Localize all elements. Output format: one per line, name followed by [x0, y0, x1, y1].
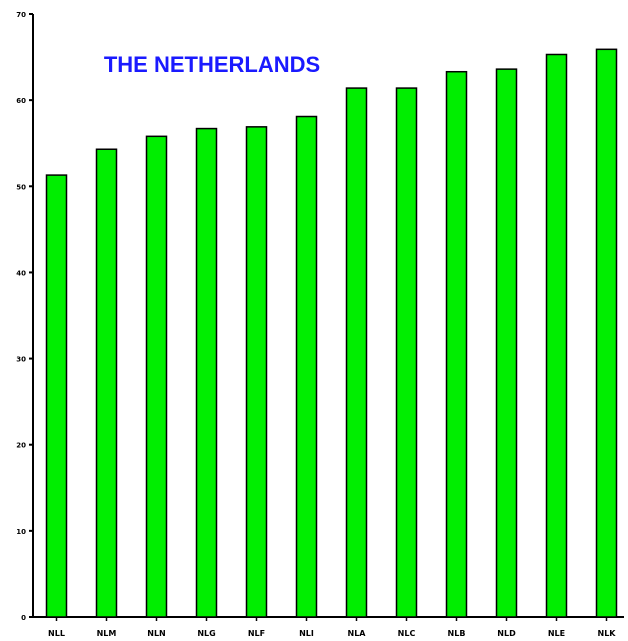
bar-nlk [595, 48, 618, 618]
bars [45, 48, 618, 618]
bar-nlg [195, 127, 218, 618]
x-tick-label-nll: NLL [48, 629, 65, 638]
chart-title: THE NETHERLANDS [104, 52, 320, 77]
bar-nll [45, 174, 68, 618]
x-tick-label-nle: NLE [548, 629, 565, 638]
bar-nlm [95, 148, 118, 618]
bar-nlc [395, 87, 418, 618]
bar-nli [295, 115, 318, 618]
bar-nlf [245, 126, 268, 618]
y-tick-label: 40 [16, 269, 26, 277]
x-tick-label-nla: NLA [348, 629, 367, 638]
bar-nld [495, 68, 518, 618]
x-tick-label-nlf: NLF [248, 629, 265, 638]
y-axis: 0 10 20 30 40 50 60 70 [16, 11, 34, 622]
x-tick-label-nlc: NLC [398, 629, 416, 638]
y-tick-label: 20 [16, 442, 26, 450]
y-tick-label: 50 [16, 183, 26, 191]
x-tick-label-nlb: NLB [448, 629, 466, 638]
x-tick-label-nli: NLI [299, 629, 314, 638]
x-axis [33, 616, 624, 621]
x-tick-label-nld: NLD [497, 629, 516, 638]
x-tick-label-nlm: NLM [97, 629, 117, 638]
x-tick-label-nlg: NLG [197, 629, 215, 638]
y-tick-label: 60 [16, 97, 26, 105]
bar-nla [345, 87, 368, 618]
y-tick-label: 0 [21, 614, 26, 622]
bar-nln [145, 135, 168, 618]
y-tick-label: 10 [16, 528, 26, 536]
y-tick-label: 30 [16, 356, 26, 364]
x-tick-label-nlk: NLK [598, 629, 617, 638]
bar-nlb [445, 70, 468, 618]
y-tick-label: 70 [16, 11, 26, 19]
bar-nle [545, 53, 568, 618]
x-tick-label-nln: NLN [147, 629, 166, 638]
x-tick-labels: NLL NLM NLN NLG NLF NLI NLA NLC NLB NLD NLE NLK [48, 629, 616, 638]
